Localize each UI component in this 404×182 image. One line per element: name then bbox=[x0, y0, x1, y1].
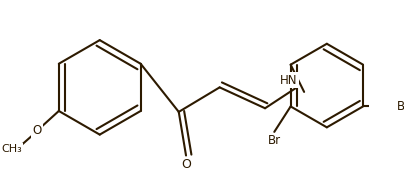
Text: HN: HN bbox=[280, 74, 297, 87]
Text: O: O bbox=[32, 124, 42, 137]
Text: CH₃: CH₃ bbox=[1, 144, 22, 154]
Text: Br: Br bbox=[396, 100, 404, 113]
Text: Br: Br bbox=[268, 134, 281, 147]
Text: O: O bbox=[181, 158, 191, 171]
